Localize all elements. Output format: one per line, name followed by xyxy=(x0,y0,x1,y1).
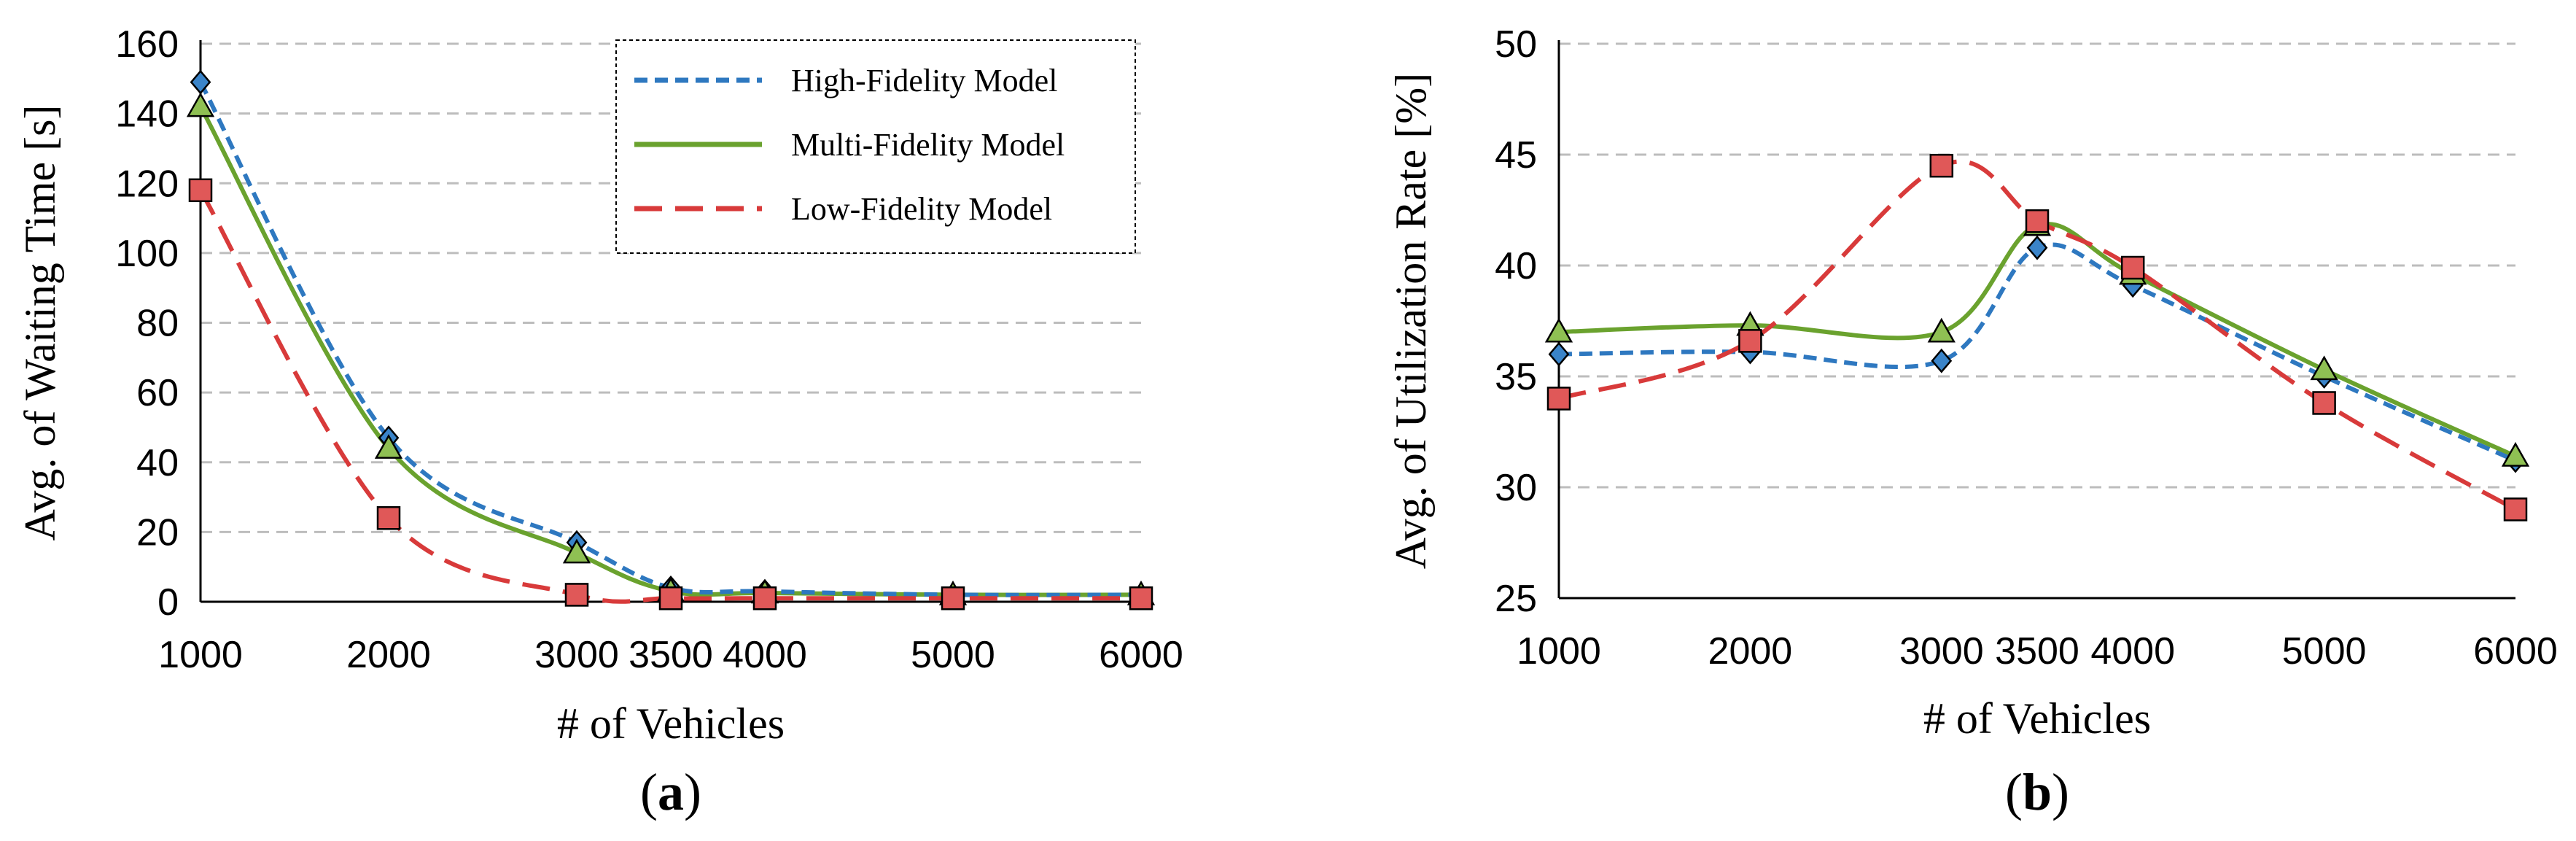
legend-label: Multi-Fidelity Model xyxy=(791,127,1065,163)
legend: High-Fidelity Model Multi-Fidelity Model L… xyxy=(615,39,1136,254)
panel-label: (b) xyxy=(2005,763,2069,821)
data-point-diamond xyxy=(2026,235,2048,260)
legend-label: High-Fidelity Model xyxy=(791,63,1057,98)
panel-label: (a) xyxy=(640,763,701,821)
y-tick-label: 40 xyxy=(1495,245,1537,287)
x-tick-label: 4000 xyxy=(2090,630,2175,673)
x-tick-label: 3000 xyxy=(1899,630,1984,673)
x-tick-label: 5000 xyxy=(2282,630,2367,673)
x-axis-label: # of Vehicles xyxy=(557,699,785,748)
data-point-diamond xyxy=(190,69,211,95)
data-point-square xyxy=(2503,497,2528,522)
data-point-triangle xyxy=(2310,355,2338,381)
data-point-square xyxy=(2312,391,2336,415)
data-point-square xyxy=(2120,255,2145,280)
data-point-triangle xyxy=(374,434,403,459)
y-tick-label: 0 xyxy=(157,581,179,624)
y-axis-label: Avg. of Utilization Rate [%] xyxy=(1387,73,1435,569)
x-tick-label: 2000 xyxy=(1708,630,1793,673)
data-point-square xyxy=(941,586,965,611)
y-tick-label: 160 xyxy=(115,23,179,66)
data-point-triangle xyxy=(1927,317,1956,343)
y-tick-label: 100 xyxy=(115,233,179,275)
data-point-square xyxy=(2025,209,2050,233)
data-point-square xyxy=(1738,329,1762,353)
data-point-triangle xyxy=(2501,441,2530,467)
y-axis-label: Avg. of Waiting Time [s] xyxy=(16,105,64,541)
x-tick-label: 5000 xyxy=(911,634,995,676)
y-tick-label: 120 xyxy=(115,163,179,205)
x-tick-label: 3500 xyxy=(629,634,713,676)
y-tick-label: 35 xyxy=(1495,356,1537,398)
y-tick-label: 45 xyxy=(1495,134,1537,177)
series-line-high-fidelity-model xyxy=(1558,242,2517,463)
data-point-triangle xyxy=(562,538,591,564)
x-tick-label: 3000 xyxy=(534,634,619,676)
y-tick-label: 40 xyxy=(136,442,179,484)
data-point-square xyxy=(752,586,777,611)
x-tick-label: 2000 xyxy=(346,634,431,676)
data-point-square xyxy=(1929,153,1954,178)
x-tick-label: 3500 xyxy=(1995,630,2079,673)
x-tick-label: 1000 xyxy=(1517,630,1601,673)
chart-a: 0 20 40 60 80 100 120 140 160 1000 2000 3000 3500 400… xyxy=(16,23,1183,821)
data-point-square xyxy=(564,583,589,607)
data-point-square xyxy=(1129,586,1153,611)
data-point-diamond xyxy=(1548,341,1570,367)
chart-b: 25 30 35 40 45 50 1000 2000 3000 3500 4000 5000 6000… xyxy=(1387,23,2558,821)
x-tick-label: 6000 xyxy=(2473,630,2558,673)
data-point-diamond xyxy=(1931,348,1953,373)
x-tick-label: 1000 xyxy=(158,634,243,676)
data-point-square xyxy=(658,586,683,611)
y-tick-label: 140 xyxy=(115,93,179,136)
x-axis-label: # of Vehicles xyxy=(1923,694,2151,743)
y-tick-label: 25 xyxy=(1495,578,1537,620)
data-point-square xyxy=(1546,387,1571,411)
y-tick-label: 80 xyxy=(136,303,179,345)
y-tick-label: 50 xyxy=(1495,23,1537,66)
y-tick-label: 30 xyxy=(1495,467,1537,509)
y-tick-label: 20 xyxy=(136,511,179,554)
data-point-triangle xyxy=(1544,317,1573,343)
x-tick-label: 6000 xyxy=(1099,634,1183,676)
legend-label: Low-Fidelity Model xyxy=(791,191,1052,227)
y-tick-label: 60 xyxy=(136,372,179,414)
x-tick-label: 4000 xyxy=(723,634,807,676)
data-point-square xyxy=(188,178,213,203)
data-point-square xyxy=(376,506,401,530)
data-point-triangle xyxy=(186,92,215,117)
